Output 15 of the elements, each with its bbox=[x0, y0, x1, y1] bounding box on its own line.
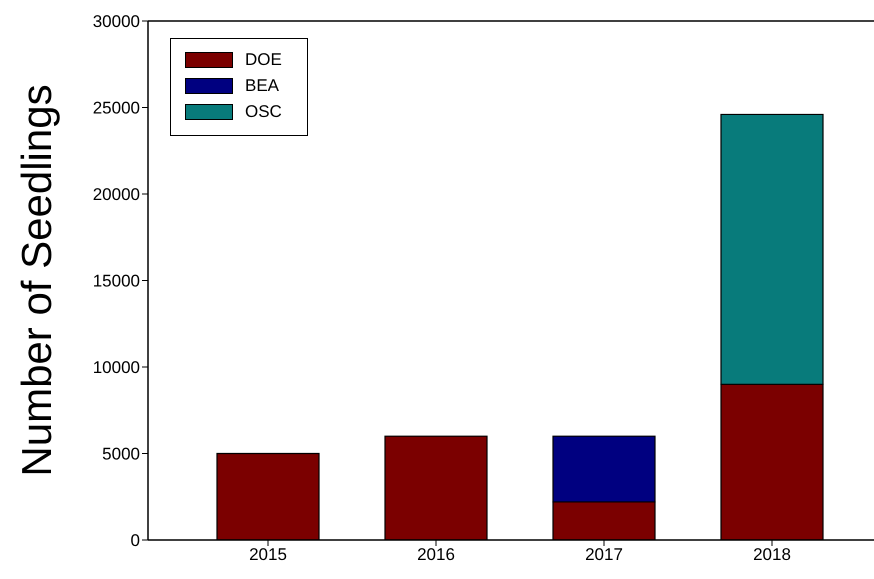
y-axis-title: Number of Seedlings bbox=[12, 84, 60, 477]
y-tick-label: 0 bbox=[130, 531, 140, 550]
y-tick-label: 5000 bbox=[102, 444, 140, 464]
legend-label: OSC bbox=[245, 102, 282, 122]
x-tick-label: 2017 bbox=[585, 545, 623, 564]
x-tick-label: 2016 bbox=[417, 545, 455, 564]
y-tick-label: 20000 bbox=[92, 185, 140, 204]
legend-label: BEA bbox=[245, 76, 280, 96]
y-tick-label: 10000 bbox=[92, 358, 140, 378]
x-tick-label: 2018 bbox=[753, 545, 791, 564]
x-tick-label: 2015 bbox=[249, 545, 287, 564]
legend-label: DOE bbox=[245, 50, 282, 70]
y-tick-label: 25000 bbox=[92, 98, 140, 118]
y-tick-label: 15000 bbox=[92, 272, 140, 291]
y-tick-label: 30000 bbox=[92, 12, 140, 32]
